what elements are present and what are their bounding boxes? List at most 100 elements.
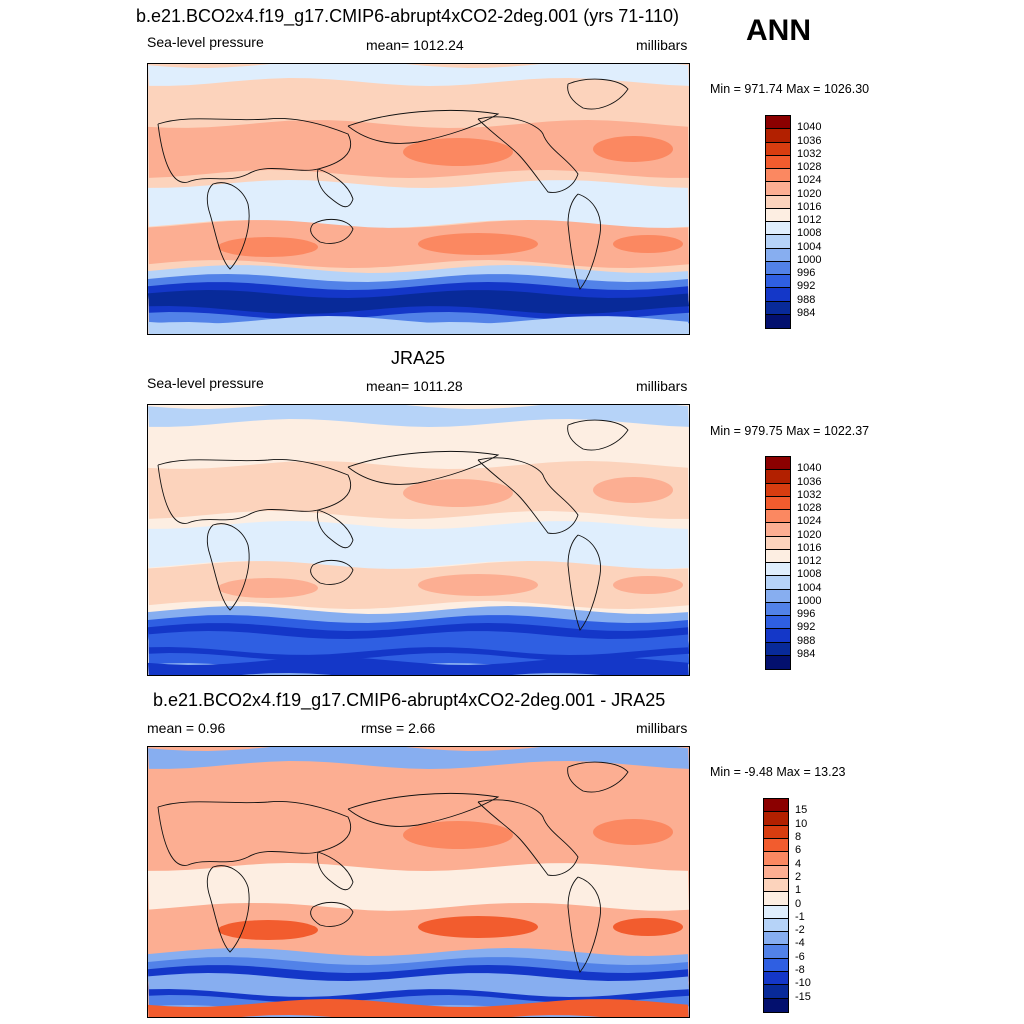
colorbar-swatch [766,222,790,236]
panel-1-units-label: millibars [636,37,688,53]
colorbar-swatch [766,235,790,249]
colorbar-swatch [766,142,790,156]
colorbar-tick-label: 988 [797,293,816,306]
panel-3-colorbar [763,798,789,1013]
colorbar-tick-label: 1 [795,884,802,897]
colorbar-tick-label: 1036 [797,475,822,488]
colorbar-swatch [764,852,788,866]
colorbar-swatch [766,629,790,643]
colorbar-tick-label: 1016 [797,541,822,554]
colorbar-swatch [764,838,788,853]
panel-2-units-label: millibars [636,378,688,394]
panel-3-mean-label: mean = 0.96 [147,720,226,736]
colorbar-tick-label: 1012 [797,555,822,567]
colorbar-swatch [766,116,790,130]
colorbar-swatch [766,642,790,656]
map-field [148,747,689,1017]
colorbar-swatch [766,536,790,550]
colorbar-tick-label: 984 [797,306,816,319]
colorbar-tick-label: 984 [797,647,816,660]
panel-3-minmax: Min = -9.48 Max = 13.23 [710,765,846,779]
colorbar-tick-label: -2 [795,924,805,937]
colorbar-tick-label: 1020 [797,187,822,200]
colorbar-tick-label: 1012 [797,214,822,226]
colorbar-swatch [764,812,788,826]
colorbar-swatch [764,958,788,973]
panel-2-variable-label: Sea-level pressure [147,375,264,391]
colorbar-swatch [766,195,790,209]
panel-3-title: b.e21.BCO2x4.f19_g17.CMIP6-abrupt4xCO2-2… [153,690,666,710]
colorbar-tick-label: 996 [797,608,816,620]
colorbar-swatch [764,985,788,999]
colorbar-tick-label: -10 [795,977,811,990]
colorbar-tick-label: -4 [795,937,805,950]
colorbar-tick-label: 996 [797,267,816,279]
colorbar-tick-label: 1020 [797,528,822,541]
colorbar-tick-label: 1024 [797,515,822,528]
colorbar-tick-label: 1016 [797,200,822,213]
colorbar-swatch [766,576,790,590]
colorbar-swatch [766,483,790,497]
colorbar-tick-label: -15 [795,990,811,1003]
colorbar-tick-label: 1028 [797,502,822,514]
colorbar-swatch [764,998,788,1012]
colorbar-swatch [766,616,790,630]
colorbar-swatch [766,248,790,262]
panel-1-variable-label: Sea-level pressure [147,34,264,50]
colorbar-tick-label: -6 [795,950,805,963]
colorbar-tick-label: 1000 [797,253,822,266]
colorbar-tick-label: 992 [797,280,816,293]
colorbar-tick-label: 8 [795,830,802,843]
colorbar-tick-label: 1004 [797,240,822,253]
colorbar-tick-label: 1032 [797,147,822,160]
colorbar-tick-label: 1004 [797,581,822,594]
colorbar-swatch [766,457,790,471]
colorbar-swatch [764,865,788,879]
colorbar-swatch [764,799,788,813]
colorbar-tick-label: 1008 [797,227,822,240]
colorbar-swatch [764,932,788,946]
colorbar-tick-label: 1040 [797,121,822,134]
panel-2-title: JRA25 [391,348,446,368]
panel-3-units-label: millibars [636,720,688,736]
colorbar-swatch [766,549,790,563]
colorbar-tick-label: 10 [795,817,808,830]
colorbar-swatch [766,602,790,616]
colorbar-swatch [766,182,790,196]
colorbar-tick-label: 1008 [797,568,822,581]
colorbar-tick-label: -8 [795,964,805,977]
colorbar-swatch [764,825,788,839]
colorbar-swatch [766,169,790,183]
panel-1-mean-label: mean= 1012.24 [366,37,464,53]
colorbar-swatch [766,563,790,577]
panel-1-minmax: Min = 971.74 Max = 1026.30 [710,82,870,96]
colorbar-swatch [766,275,790,289]
panel-1-title: b.e21.BCO2x4.f19_g17.CMIP6-abrupt4xCO2-2… [136,6,679,26]
colorbar-tick-label: 0 [795,897,802,910]
colorbar-tick-label: -1 [795,910,805,923]
colorbar-tick-label: 1032 [797,488,822,501]
panel-2-mean-label: mean= 1011.28 [366,378,463,394]
colorbar-swatch [764,892,788,906]
colorbar-tick-label: 15 [795,804,808,817]
colorbar-swatch [766,470,790,484]
panel-3-rmse-label: rmse = 2.66 [361,720,436,736]
coastlines [157,761,629,973]
colorbar-swatch [766,301,790,315]
colorbar-tick-label: 1040 [797,462,822,475]
panel-3-map [147,746,690,1018]
panel-2-map [147,404,690,676]
map-field [148,405,689,675]
panel-2-minmax: Min = 979.75 Max = 1022.37 [710,424,870,438]
colorbar-swatch [766,129,790,143]
colorbar-tick-label: 1024 [797,174,822,187]
colorbar-swatch [766,208,790,222]
colorbar-swatch [766,589,790,603]
colorbar-swatch [764,905,788,919]
panel-1-colorbar [765,115,791,329]
colorbar-swatch [764,918,788,933]
map-field [148,64,689,334]
coastlines [157,419,629,631]
colorbar-swatch [766,510,790,524]
colorbar-swatch [766,288,790,302]
